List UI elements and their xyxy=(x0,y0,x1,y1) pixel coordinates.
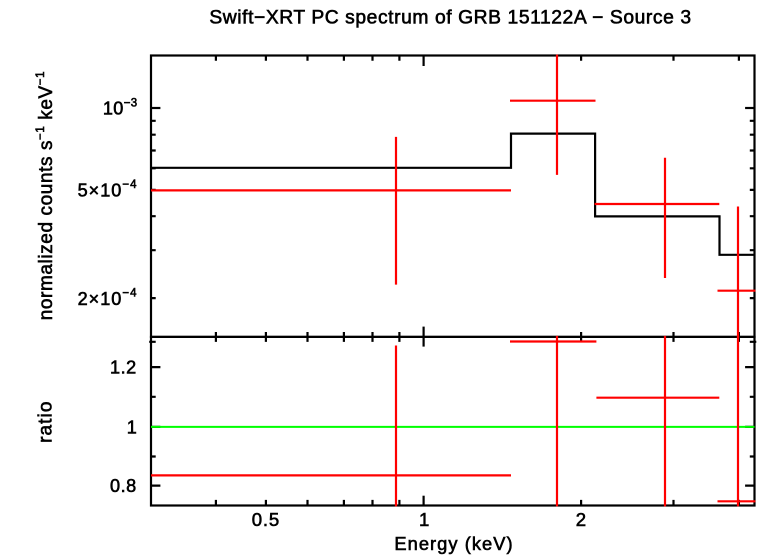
svg-text:0.5: 0.5 xyxy=(252,509,280,530)
svg-text:ratio: ratio xyxy=(36,400,57,442)
svg-text:1: 1 xyxy=(419,509,429,530)
svg-text:2×10−4: 2×10−4 xyxy=(78,288,138,309)
svg-text:normalized counts s−1 keV−1: normalized counts s−1 keV−1 xyxy=(35,71,57,320)
svg-text:1.2: 1.2 xyxy=(110,358,137,378)
svg-text:Swift−XRT PC spectrum of GRB 1: Swift−XRT PC spectrum of GRB 151122A − S… xyxy=(209,7,691,28)
svg-text:5×10−4: 5×10−4 xyxy=(78,179,138,200)
svg-text:0.8: 0.8 xyxy=(110,476,137,496)
svg-text:Energy (keV): Energy (keV) xyxy=(394,533,513,554)
svg-text:2: 2 xyxy=(576,509,586,530)
svg-text:1: 1 xyxy=(127,417,137,437)
